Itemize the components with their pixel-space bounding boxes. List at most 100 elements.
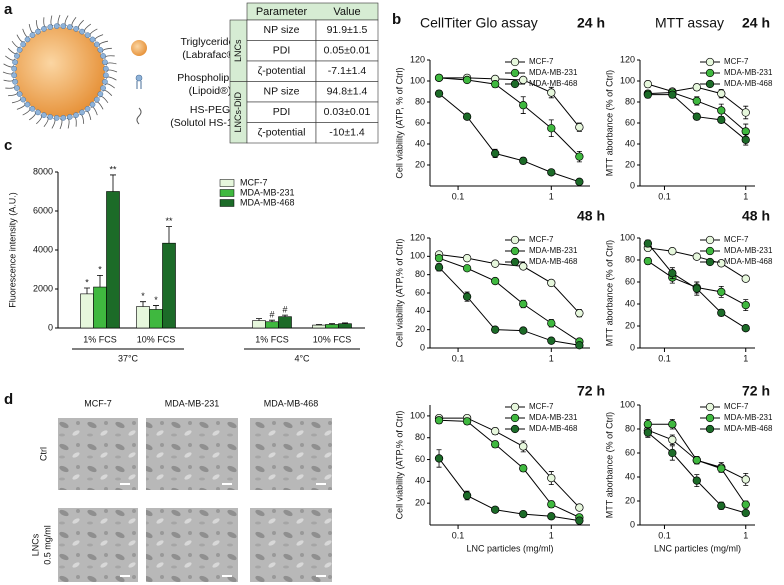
phospholipid-head — [93, 96, 100, 103]
phospholipid-head — [102, 59, 108, 66]
data-point — [575, 503, 584, 512]
data-point — [462, 254, 472, 263]
data-point — [741, 324, 750, 333]
peg-tail — [79, 114, 85, 124]
series-line — [438, 257, 580, 343]
x-tick-label: 0.1 — [658, 191, 671, 201]
peg-tail — [98, 40, 109, 47]
x-tick-label: 1% FCS — [255, 334, 289, 344]
phospholipid-head — [11, 65, 17, 72]
phospholipid-head — [29, 105, 36, 112]
y-tick-label: 40 — [625, 138, 635, 148]
table-text: NP size — [264, 86, 300, 98]
table-header: Value — [333, 6, 360, 18]
data-point — [741, 300, 750, 310]
series-line — [438, 458, 580, 522]
y-tick-label: 20 — [415, 159, 425, 169]
data-point — [434, 254, 444, 263]
data-point — [692, 476, 701, 485]
data-point — [741, 500, 750, 509]
significance-label: # — [282, 305, 287, 315]
y-tick-label: 0 — [630, 342, 635, 352]
panel-label: c — [4, 137, 12, 154]
data-point — [519, 75, 528, 85]
phospholipid-head — [11, 72, 17, 79]
legend-marker — [705, 68, 715, 78]
data-point — [643, 256, 653, 266]
peg-tail — [11, 40, 21, 48]
phospholipid-head — [89, 36, 96, 43]
micrograph — [58, 508, 138, 582]
data-point — [519, 262, 528, 271]
data-point — [741, 135, 750, 144]
legend-label: MDA-MB-468 — [724, 424, 773, 433]
peg-tail — [106, 69, 118, 73]
data-point — [741, 508, 750, 518]
phospholipid-head — [20, 96, 27, 103]
y-tick-label: 20 — [625, 159, 635, 169]
y-tick-label: 40 — [625, 298, 635, 308]
phospholipid-head — [97, 47, 104, 53]
table-text: PDI — [273, 45, 291, 57]
data-point — [491, 440, 500, 449]
x-tick-label: 1% FCS — [83, 334, 117, 344]
group-label: 4°C — [294, 353, 310, 363]
data-point — [717, 501, 726, 510]
legend-icon — [136, 81, 142, 89]
x-tick-label: 1 — [549, 530, 554, 540]
phospholipid-head — [73, 26, 79, 32]
phospholipid-head — [35, 28, 41, 35]
data-point — [717, 89, 726, 98]
significance-label: * — [85, 277, 89, 287]
data-point — [547, 500, 556, 509]
y-tick-label: 60 — [625, 447, 635, 457]
table-text: 94.8±1.4 — [327, 86, 368, 98]
phospholipid-head — [35, 109, 41, 116]
legend-label: MDA-MB-231 — [240, 187, 295, 197]
peg-tail — [36, 114, 42, 125]
phospholipid-head — [103, 72, 109, 79]
peg-tail — [89, 28, 98, 37]
peg-tail — [106, 62, 117, 66]
peg-tail — [50, 15, 54, 26]
y-tick-label: 20 — [625, 495, 635, 505]
column-label: MDA-MB-468 — [264, 398, 319, 408]
peg-tail — [84, 23, 92, 33]
y-tick-label: 120 — [620, 54, 635, 64]
bar — [162, 242, 176, 329]
phospholipid-head — [100, 53, 106, 59]
y-tick-label: 8000 — [33, 166, 53, 176]
legend-label: MDA-MB-231 — [724, 413, 773, 422]
y-tick-label: 20 — [415, 498, 425, 508]
peg-tail — [35, 20, 41, 30]
phospholipid-head — [73, 112, 79, 118]
nanoparticle-core — [15, 27, 105, 117]
series-line — [439, 417, 580, 508]
y-tick-label: 6000 — [33, 205, 53, 215]
series-line — [438, 93, 580, 183]
peg-tail — [3, 78, 14, 82]
data-point — [692, 96, 701, 106]
data-point — [717, 106, 726, 115]
phospholipid-head — [102, 78, 108, 85]
phospholipid-head — [12, 59, 18, 66]
x-tick-label: 1 — [549, 353, 554, 363]
y-tick-label: 40 — [415, 476, 425, 486]
phospholipid-head — [89, 101, 96, 108]
peg-tail — [104, 55, 115, 59]
bar — [80, 293, 94, 329]
phospholipid-head — [24, 36, 31, 43]
phospholipid-head — [79, 109, 85, 116]
phospholipid-head — [16, 47, 23, 53]
data-point — [643, 90, 653, 99]
x-axis-label: LNC particles (mg/ml) — [654, 543, 741, 553]
y-axis-label: MTT aborbance (% of Ctrl) — [604, 240, 614, 346]
table-text: 0.05±0.01 — [324, 45, 371, 57]
data-point — [575, 341, 584, 350]
data-point — [547, 278, 556, 288]
phospholipid-head — [29, 32, 36, 39]
data-point — [668, 435, 677, 444]
x-tick-label: 1 — [743, 353, 748, 363]
